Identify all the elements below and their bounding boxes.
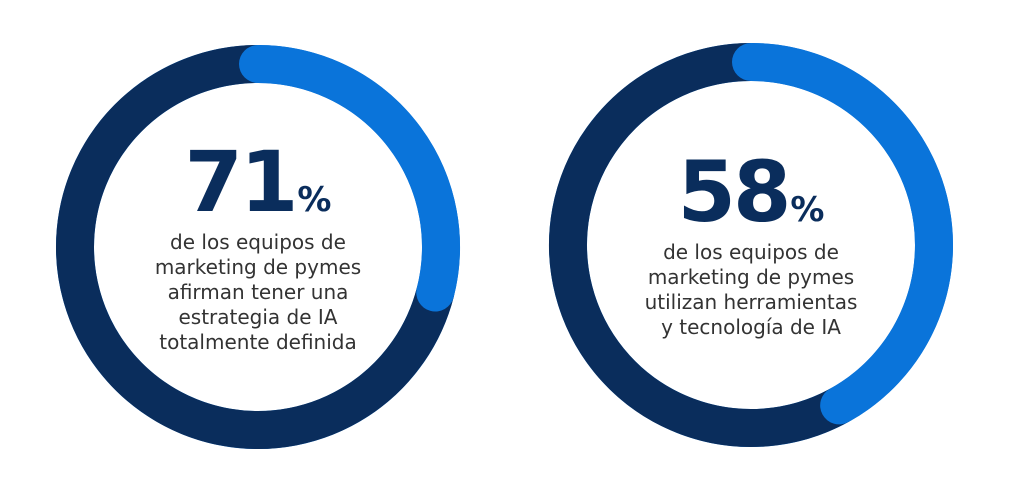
description-line: estrategia de IA: [178, 304, 338, 329]
description-line: y tecnología de IA: [661, 315, 841, 339]
description-line: totalmente definida: [159, 329, 357, 354]
donut-chart-1: 71 % de los equipos de marketing de pyme…: [48, 37, 468, 457]
stat-value-1: 71: [184, 132, 299, 231]
donut-ring-2: [549, 43, 953, 447]
description-line: de los equipos de: [170, 229, 346, 254]
donut-filled-arc-1: [56, 45, 455, 449]
description-line: marketing de pymes: [154, 254, 362, 279]
donut-filled-arc-2: [549, 43, 859, 447]
donut-chart-2: 58 % de los equipos de marketing de pyme…: [541, 35, 961, 455]
stat-description-2: de los equipos de marketing de pymes uti…: [645, 240, 858, 340]
description-line: de los equipos de: [663, 240, 839, 264]
donut-remaining-arc-2: [732, 43, 953, 425]
stat-percent-sign-2: %: [790, 190, 825, 230]
donut-remaining-arc-1: [239, 45, 460, 312]
stat-percent-sign-1: %: [297, 179, 332, 220]
donut-ring-1: [56, 45, 460, 449]
description-line: afirman tener una: [167, 279, 349, 304]
description-line: marketing de pymes: [647, 265, 855, 289]
stat-value-2: 58: [677, 143, 792, 241]
stat-description-1: de los equipos de marketing de pymes afi…: [155, 230, 361, 355]
description-line: utilizan herramientas: [644, 290, 858, 314]
